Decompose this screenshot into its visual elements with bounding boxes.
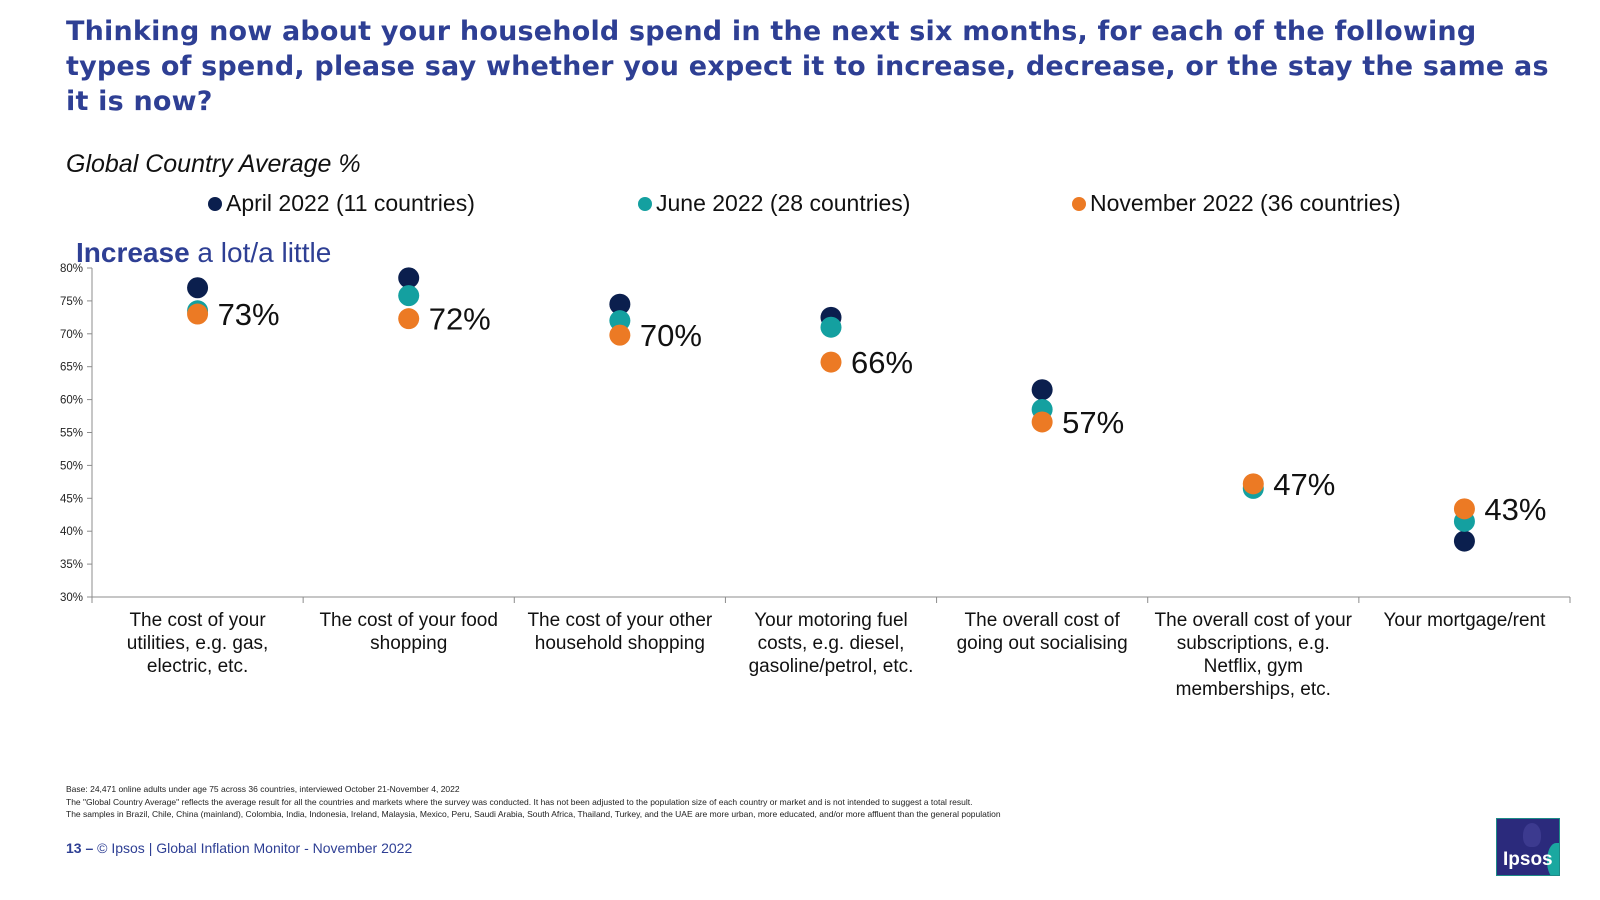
x-category-label: Your mortgage/rent [1383,610,1546,631]
chart-legend: April 2022 (11 countries) June 2022 (28 … [0,190,1600,220]
data-label: 47% [1273,467,1335,502]
x-category-label: The cost of your utilities, e.g. gas, elec… [127,610,269,677]
legend-item-june: June 2022 (28 countries) [638,190,910,217]
y-tick-label: 70% [60,329,83,341]
logo-swoosh-icon [1547,843,1559,875]
y-tick-label: 75% [60,296,83,308]
x-category-label: The cost of your other household shopping [527,610,712,654]
x-category-label: The overall cost of your subscriptions, e… [1155,610,1353,700]
april-point [609,293,631,315]
y-tick-label: 30% [60,592,83,604]
footer-text: © Ipsos | Global Inflation Monitor - Nov… [97,840,413,856]
slide-title: Thinking now about your household spend … [66,16,1549,117]
november-point [820,351,842,373]
data-label: 43% [1484,492,1546,527]
data-label: 57% [1062,405,1124,440]
data-label: 70% [640,318,702,353]
x-category-label: The overall cost of going out socialising [957,610,1128,654]
november-point [187,303,209,325]
footnotes: Base: 24,471 online adults under age 75 … [66,783,1366,821]
november-point [1242,473,1264,495]
legend-item-april: April 2022 (11 countries) [208,190,475,217]
legend-item-november: November 2022 (36 countries) [1072,190,1401,217]
page-number: 13 – [66,840,94,856]
footnote-average: The "Global Country Average" reflects th… [66,796,973,807]
november-point [1453,498,1475,520]
chart-subtitle: Global Country Average % [66,150,361,178]
y-tick-label: 55% [60,428,83,440]
section-label-rest: a lot/a little [189,237,332,268]
june-point [398,285,420,307]
y-tick-label: 60% [60,395,83,407]
y-tick-label: 45% [60,493,83,505]
legend-dot-icon [638,196,652,211]
y-tick-label: 65% [60,362,83,374]
data-label: 66% [851,345,913,380]
legend-label: April 2022 (11 countries) [226,190,475,216]
april-point [1453,530,1475,552]
section-label: Increase a lot/a little [76,237,331,269]
footer: 13 – © Ipsos | Global Inflation Monitor … [66,840,412,856]
june-point [609,310,631,332]
november-point [398,308,420,330]
section-label-bold: Increase [76,237,190,268]
y-tick-label: 80% [60,263,83,275]
y-tick-label: 35% [60,559,83,571]
april-point [1031,379,1053,401]
april-point [398,267,420,289]
april-point [187,277,209,299]
x-category-label: The cost of your food shopping [319,610,498,654]
x-category-label: Your motoring fuel costs, e.g. diesel, gas… [749,610,914,677]
footnote-base: Base: 24,471 online adults under age 75 … [66,784,460,794]
data-label: 72% [429,302,491,337]
footnote-samples: The samples in Brazil, Chile, China (mai… [66,809,1001,819]
legend-label: June 2022 (28 countries) [656,190,911,216]
logo-head-icon [1523,823,1541,847]
november-point [609,324,631,346]
y-tick-label: 40% [60,526,83,538]
june-point [820,316,842,338]
logo-text: Ipsos [1503,849,1553,870]
november-point [1031,411,1053,433]
legend-label: November 2022 (36 countries) [1090,190,1401,216]
y-tick-label: 50% [60,460,83,472]
legend-dot-icon [208,196,222,211]
data-label: 73% [218,297,280,332]
legend-dot-icon [1072,196,1086,211]
ipsos-logo: Ipsos [1496,818,1560,876]
